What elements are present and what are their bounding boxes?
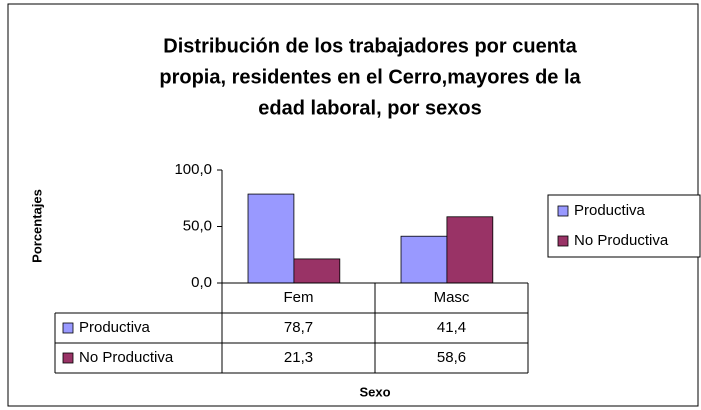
y-tick-label: 100,0 [174, 161, 212, 178]
legend-swatch [557, 235, 569, 247]
table-series-name: Productiva [79, 319, 151, 336]
bar [247, 193, 295, 284]
y-tick-label: 50,0 [183, 217, 212, 234]
table-series-name: No Productiva [79, 349, 174, 366]
chart-title: edad laboral, por sexos [258, 97, 481, 119]
chart-title: Distribución de los trabajadores por cue… [163, 35, 577, 57]
chart-title: propia, residentes en el Cerro,mayores d… [159, 66, 581, 88]
x-tick-label: Masc [434, 289, 470, 306]
legend-swatch [62, 352, 74, 364]
x-axis-title: Sexo [359, 384, 390, 399]
x-tick-label: Fem [284, 289, 314, 306]
data-label: 78,7 [284, 319, 313, 336]
bar [293, 258, 341, 284]
legend-swatch [62, 322, 74, 334]
data-label: 58,6 [437, 349, 466, 366]
legend-swatch [557, 205, 569, 217]
legend-box [547, 194, 701, 258]
data-label: 21,3 [284, 349, 313, 366]
legend-label: Productiva [574, 202, 646, 219]
data-label: 41,4 [437, 319, 466, 336]
legend-label: No Productiva [574, 232, 669, 249]
y-tick-label: 0,0 [191, 274, 212, 291]
bar [400, 235, 448, 284]
y-axis-title: Porcentajes [29, 189, 44, 263]
bar [446, 216, 494, 284]
